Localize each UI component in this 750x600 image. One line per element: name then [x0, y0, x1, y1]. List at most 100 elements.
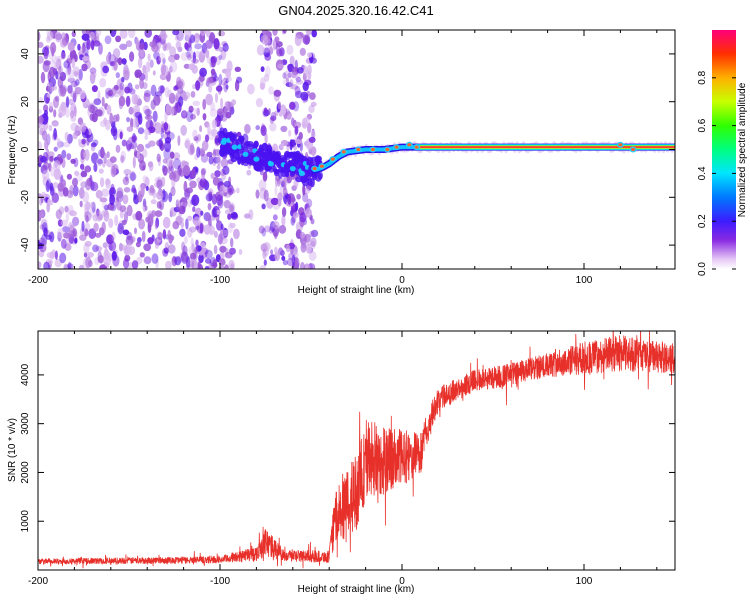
- spectrogram-noise-cell: [88, 228, 97, 240]
- snr-ytick-label: 3000: [20, 412, 31, 435]
- spectrogram-noise-cell: [286, 111, 292, 120]
- spectrogram-noise-cell: [190, 252, 197, 260]
- spectrogram-noise-cell: [192, 206, 196, 213]
- spectrogram-noise-cell: [93, 222, 99, 232]
- spectrogram-noise-cell: [260, 125, 267, 137]
- spectrogram-noise-cell: [125, 40, 133, 48]
- spectrogram-hotspot-core: [414, 145, 419, 149]
- spectrogram-noise-cell: [128, 106, 134, 115]
- spectrogram-noise-cell: [131, 93, 138, 105]
- spectrogram-noise-cell: [308, 105, 315, 113]
- spectrogram-noise-cell: [201, 140, 209, 151]
- spectrogram-noise-cell: [172, 170, 180, 183]
- spectrogram-noise-cell: [154, 91, 162, 97]
- spectrogram-noise-cell: [137, 237, 142, 243]
- spectrogram-noise-cell: [102, 242, 108, 249]
- spectrogram-noise-cell: [287, 194, 292, 206]
- spectrogram-noise-cell: [299, 212, 307, 223]
- spectrogram-noise-cell: [101, 188, 110, 197]
- spectrogram-noise-cell: [71, 30, 77, 38]
- spectrogram-noise-cell: [147, 161, 153, 168]
- spectrogram-noise-cell: [176, 80, 184, 88]
- spectrogram-noise-cell: [276, 41, 283, 48]
- spectrogram-noise-cell: [114, 57, 119, 63]
- spectrogram-hotspot-core: [385, 147, 390, 152]
- spectrogram-noise-cell: [210, 172, 215, 179]
- spectrogram-noise-cell: [262, 242, 271, 252]
- spectrogram-noise-cell: [229, 247, 236, 255]
- spectrogram-noise-cell: [101, 221, 106, 234]
- spectrogram-noise-cell: [42, 170, 50, 181]
- spectrogram-noise-cell: [260, 66, 265, 72]
- spectrogram-noise-cell: [52, 160, 61, 172]
- spectrogram-noise-cell: [191, 168, 196, 178]
- spectrogram-noise-cell: [90, 201, 94, 209]
- spectrogram-noise-cell: [211, 193, 217, 205]
- spectrogram-noise-cell: [272, 39, 276, 51]
- spectrogram-noise-cell: [278, 225, 287, 234]
- spectrogram-noise-cell: [111, 163, 119, 176]
- spectrogram-noise-cell: [189, 180, 197, 189]
- spectrogram-noise-cell: [106, 151, 110, 159]
- spectrogram-noise-cell: [38, 261, 42, 269]
- spectrogram-noise-cell: [299, 261, 305, 269]
- spectrogram-noise-cell: [168, 192, 173, 203]
- spectrogram-noise-cell: [154, 122, 162, 134]
- spectrogram-noise-cell: [199, 80, 204, 87]
- spectrogram-noise-cell: [123, 187, 131, 193]
- spectrogram-noise-cell: [280, 125, 288, 133]
- spectrogram-noise-cell: [278, 111, 283, 117]
- spectrogram-noise-cell: [200, 30, 206, 37]
- spectrogram-noise-cell: [247, 83, 255, 95]
- spectrogram-hotspot-core: [341, 150, 346, 154]
- spectrogram-noise-cell: [51, 121, 60, 128]
- spectrogram-noise-cell: [185, 218, 189, 230]
- spectrogram-noise-cell: [134, 84, 140, 90]
- spectrogram-noise-cell: [156, 191, 164, 200]
- spectrogram-noise-cell: [308, 136, 316, 143]
- spectrogram-noise-cell: [160, 85, 165, 94]
- spectrogram-noise-cell: [83, 243, 90, 254]
- spectrogram-noise-cell: [274, 110, 279, 117]
- spectrogram-noise-cell: [97, 158, 103, 165]
- spectrogram-noise-cell: [192, 129, 198, 139]
- spectrogram-noise-cell: [311, 30, 317, 38]
- snr-xtick-label: 0: [399, 576, 405, 587]
- spectrogram-noise-cell: [268, 86, 274, 95]
- spectrogram-noise-cell: [192, 100, 201, 107]
- spectrogram-noise-cell: [214, 170, 221, 178]
- spectrogram-noise-cell: [180, 221, 185, 229]
- spectrogram-noise-cell: [41, 222, 48, 233]
- spectrogram-noise-cell: [122, 229, 130, 236]
- spectrogram-noise-cell: [193, 107, 198, 115]
- spectrogram-noise-cell: [53, 127, 57, 140]
- snr-ytick-label: 4000: [20, 363, 31, 386]
- spectrogram-noise-cell: [177, 135, 181, 147]
- spectrogram-noise-cell: [122, 194, 129, 205]
- spectrogram-noise-cell: [102, 161, 106, 168]
- spectrogram-noise-cell: [194, 32, 200, 39]
- spectrogram-noise-cell: [119, 30, 128, 39]
- spectrogram-noise-cell: [184, 138, 191, 150]
- spectrogram-noise-cell: [98, 168, 104, 174]
- spectrogram-noise-cell: [200, 210, 204, 216]
- spectrogram-noise-cell: [194, 246, 199, 254]
- spectrogram-noise-cell: [140, 184, 146, 196]
- spectrogram-ridge-cell: [231, 133, 238, 140]
- spectrogram-noise-cell: [131, 260, 139, 269]
- spectrogram-noise-cell: [272, 30, 278, 36]
- spectrogram-noise-cell: [144, 30, 152, 38]
- spectrogram-noise-cell: [79, 122, 87, 133]
- spectrogram-noise-cell: [95, 232, 102, 238]
- spectrogram-noise-cell: [190, 237, 194, 248]
- spectrogram-noise-cell: [294, 125, 299, 135]
- spectrogram-noise-cell: [83, 100, 87, 108]
- spectrogram-noise-cell: [184, 30, 192, 39]
- spectrogram-noise-cell: [67, 263, 74, 269]
- spectrogram-noise-cell: [168, 234, 173, 244]
- spectrogram-noise-cell: [90, 181, 99, 192]
- spectrogram-noise-cell: [199, 125, 203, 133]
- spectrogram-noise-cell: [244, 123, 251, 134]
